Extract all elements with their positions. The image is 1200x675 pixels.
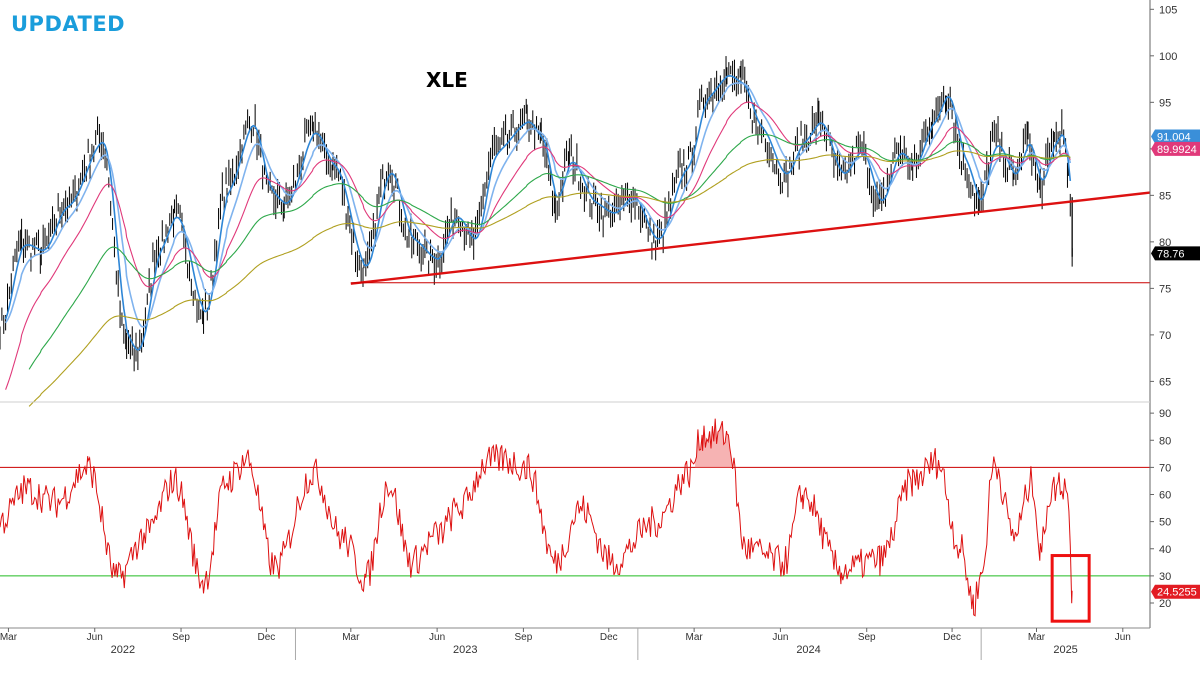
rsi-line (0, 418, 1073, 617)
moving-average-line (28, 150, 1071, 407)
price-y-tick-label: 105 (1159, 4, 1177, 16)
rsi-y-tick-label: 80 (1159, 435, 1171, 447)
moving-average-line (4, 75, 1072, 351)
x-month-label: Sep (172, 632, 190, 643)
price-y-tick-label: 85 (1159, 190, 1171, 202)
price-y-tick-label: 65 (1159, 376, 1171, 388)
x-year-label: 2022 (111, 644, 135, 656)
x-month-label: Sep (858, 632, 876, 643)
x-month-label: Mar (1028, 632, 1046, 643)
x-month-label: Dec (943, 632, 961, 643)
rsi-y-tick-label: 50 (1159, 517, 1171, 529)
rsi-y-tick-label: 30 (1159, 571, 1171, 583)
x-month-label: Jun (87, 632, 103, 643)
value-tag-rsi-text: 24.5255 (1157, 587, 1197, 599)
value-tag-last-price-text: 78.76 (1157, 248, 1185, 260)
rsi-y-tick-label: 20 (1159, 598, 1171, 610)
x-month-label: Jun (772, 632, 788, 643)
x-month-label: Dec (600, 632, 618, 643)
moving-average-line (5, 101, 1071, 390)
price-y-tick-label: 75 (1159, 283, 1171, 295)
value-tag-last-price-bg (1151, 246, 1200, 261)
updated-banner: UPDATED (11, 12, 126, 36)
support-trendline (350, 191, 1151, 285)
value-tag-ma-pink-bg (1151, 141, 1200, 156)
moving-average-line (28, 134, 1071, 370)
rsi-overbought-fill (695, 418, 732, 468)
value-tag-rsi-bg (1151, 584, 1200, 599)
rsi-y-tick-label: 90 (1159, 408, 1171, 420)
x-year-label: 2025 (1053, 644, 1077, 656)
value-tag-ma-pink-text: 89.9924 (1157, 144, 1197, 156)
x-month-label: Sep (515, 632, 533, 643)
x-year-label: 2024 (796, 644, 820, 656)
price-y-tick-label: 100 (1159, 51, 1177, 63)
ticker-title: XLE (426, 68, 468, 92)
x-month-label: Mar (342, 632, 360, 643)
price-bars (0, 56, 1073, 372)
x-month-label: Mar (0, 632, 18, 643)
value-tag-ma-blue: 91.004 (1151, 129, 1200, 144)
value-tag-last-price: 78.76 (1151, 246, 1200, 261)
rsi-y-tick-label: 70 (1159, 462, 1171, 474)
price-y-tick-label: 95 (1159, 97, 1171, 109)
x-month-label: Jun (429, 632, 445, 643)
rsi-highlight-box (1050, 554, 1091, 623)
x-year-label: 2023 (453, 644, 477, 656)
moving-average-line (4, 82, 1072, 328)
rsi-y-tick-label: 40 (1159, 544, 1171, 556)
value-tag-ma-blue-text: 91.004 (1157, 132, 1191, 144)
value-tag-ma-pink: 89.9924 (1151, 141, 1200, 156)
price-y-tick-label: 70 (1159, 330, 1171, 342)
value-tag-ma-blue-bg (1151, 129, 1200, 144)
x-month-label: Mar (686, 632, 704, 643)
value-tag-rsi: 24.5255 (1151, 584, 1200, 599)
x-month-label: Dec (257, 632, 275, 643)
rsi-y-tick-label: 60 (1159, 490, 1171, 502)
x-month-label: Jun (1115, 632, 1131, 643)
price-y-tick-label: 80 (1159, 237, 1171, 249)
